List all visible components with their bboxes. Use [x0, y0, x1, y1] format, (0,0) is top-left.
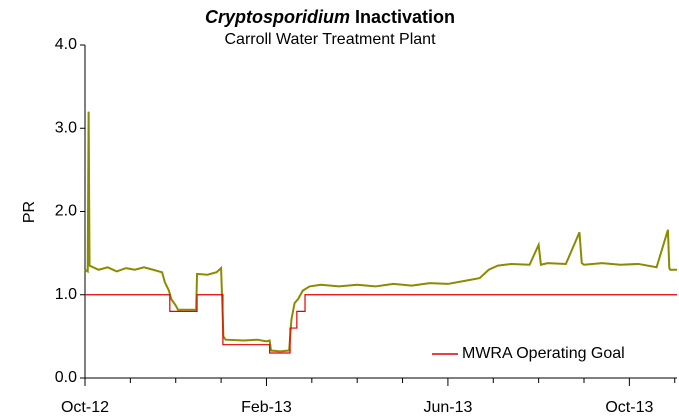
y-axis-label: PR [21, 201, 38, 223]
y-tick-label: 0.0 [55, 369, 77, 386]
x-tick-label: Jun-13 [423, 399, 472, 416]
y-tick-label: 4.0 [55, 36, 77, 53]
series-line [85, 294, 677, 354]
x-tick-label: Oct-12 [61, 399, 109, 416]
chart-title: Cryptosporidium Inactivation [205, 7, 455, 27]
y-tick-label: 3.0 [55, 119, 77, 136]
y-tick-label: 2.0 [55, 203, 77, 220]
x-tick-label: Oct-13 [605, 399, 653, 416]
y-tick-label: 1.0 [55, 286, 77, 303]
series-line [84, 111, 677, 353]
legend-label: MWRA Operating Goal [462, 345, 625, 362]
x-tick-label: Feb-13 [241, 399, 292, 416]
chart-subtitle: Carroll Water Treatment Plant [224, 31, 436, 48]
